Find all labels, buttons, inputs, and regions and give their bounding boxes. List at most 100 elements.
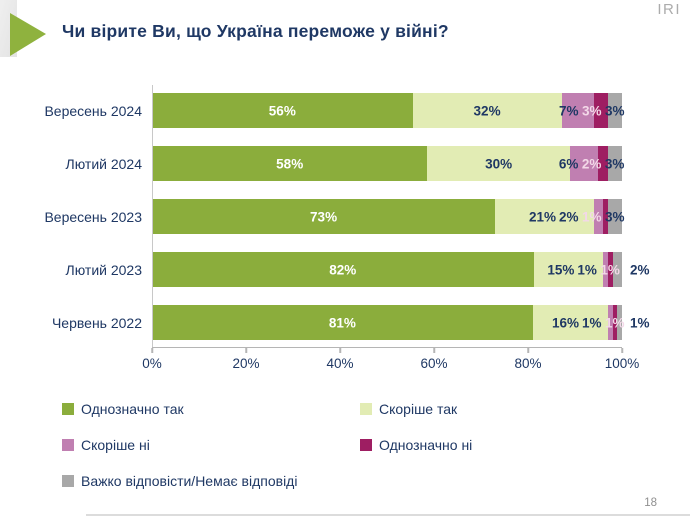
bar-segment bbox=[607, 146, 622, 181]
bar-row: Лютий 2024 58% 30% 6% 2% 3% bbox=[66, 146, 625, 181]
bar-value-label: 1% bbox=[604, 315, 625, 330]
bar-segment bbox=[532, 305, 608, 340]
x-axis-tick-label: 60% bbox=[420, 356, 448, 371]
bar-segment bbox=[603, 199, 608, 234]
legend-swatch bbox=[62, 475, 74, 487]
legend-item: Скоріше так bbox=[360, 401, 632, 418]
bottom-divider bbox=[86, 514, 690, 516]
bar-value-label: 73% bbox=[310, 209, 338, 224]
chart-title: Чи вірите Ви, що Україна переможе у війн… bbox=[62, 21, 449, 41]
bar-segment bbox=[607, 305, 613, 340]
bar-value-label: 1% bbox=[581, 315, 602, 330]
page-number: 18 bbox=[644, 497, 657, 509]
bar-row: Вересень 2024 56% 32% 7% 3% 3% bbox=[44, 93, 625, 128]
bar-segment bbox=[594, 93, 609, 128]
x-axis-tick-label: 0% bbox=[142, 356, 162, 371]
bar-value-label: 3% bbox=[582, 103, 602, 118]
legend-label: Однозначно ні bbox=[379, 437, 473, 453]
bar-value-label: 82% bbox=[329, 262, 357, 277]
stacked-bar-chart: Вересень 2024 56% 32% 7% 3% 3% Лютий 2024 58% 30… bbox=[44, 93, 650, 358]
x-axis-tick bbox=[433, 348, 435, 353]
category-label: Червень 2022 bbox=[51, 314, 142, 331]
bar-value-label: 3% bbox=[604, 209, 625, 224]
bar-track: 58% 30% 6% 2% 3% bbox=[152, 146, 625, 181]
bar-value-label: 2% bbox=[558, 209, 579, 224]
bar-segment bbox=[598, 146, 608, 181]
bar-row: Вересень 2023 73% 21% 2% 1% 3% bbox=[44, 199, 625, 234]
bar-segment bbox=[561, 93, 595, 128]
bar-segment bbox=[617, 305, 622, 340]
bar-segment bbox=[152, 199, 496, 234]
x-axis-tick-label: 20% bbox=[232, 356, 260, 371]
bar-segment bbox=[533, 252, 604, 287]
bar-value-label: 21% bbox=[528, 209, 556, 224]
category-label: Лютий 2024 bbox=[65, 155, 142, 172]
bar-track: 73% 21% 2% 1% 3% bbox=[152, 199, 625, 234]
bar-value-label: 81% bbox=[328, 315, 356, 330]
legend-swatch bbox=[62, 403, 74, 415]
bar-value-label: 1% bbox=[581, 209, 602, 224]
legend-item: Однозначно ні bbox=[360, 437, 632, 454]
bar-segment bbox=[608, 93, 622, 128]
bar-segment bbox=[152, 305, 533, 340]
bar-value-label: 58% bbox=[276, 156, 304, 171]
bar-value-label: 3% bbox=[605, 103, 625, 118]
legend-item: Однозначно так bbox=[62, 401, 360, 418]
bar-value-label: 6% bbox=[558, 156, 579, 171]
bar-value-label: 7% bbox=[559, 103, 579, 118]
bar-segment bbox=[603, 252, 609, 287]
legend-swatch bbox=[360, 439, 372, 451]
legend-swatch bbox=[62, 439, 74, 451]
category-label: Лютий 2023 bbox=[65, 261, 142, 278]
x-axis-tick-label: 100% bbox=[604, 356, 640, 371]
bar-value-label: 2% bbox=[630, 262, 650, 277]
bar-segment bbox=[569, 146, 599, 181]
legend-label: Однозначно так bbox=[81, 401, 184, 417]
bar-value-label: 1% bbox=[577, 262, 597, 277]
bar-row: Червень 2022 81% 16% 1% 1% 1% bbox=[52, 305, 650, 340]
bar-segment bbox=[152, 252, 534, 287]
bar-value-label: 3% bbox=[604, 156, 625, 171]
legend-swatch bbox=[360, 403, 372, 415]
bar-segment bbox=[152, 93, 413, 128]
bar-segment bbox=[608, 252, 613, 287]
bar-segment bbox=[152, 146, 428, 181]
legend-label: Скоріше так bbox=[379, 401, 458, 417]
category-label: Вересень 2024 bbox=[44, 102, 142, 119]
legend-label: Важко відповісти/Немає відповіді bbox=[81, 473, 298, 489]
bar-track: 81% 16% 1% 1% 1% bbox=[152, 305, 650, 340]
x-axis-tick-label: 40% bbox=[326, 356, 354, 371]
bar-track: 56% 32% 7% 3% 3% bbox=[152, 93, 625, 128]
bar-row: Лютий 2023 82% 15% 1% 1% 2% bbox=[66, 252, 650, 287]
x-axis-tick bbox=[527, 348, 529, 353]
y-axis-line bbox=[152, 85, 153, 347]
x-axis-tick bbox=[621, 348, 623, 353]
bar-segment bbox=[593, 199, 604, 234]
legend-item: Важко відповісти/Немає відповіді bbox=[62, 473, 360, 490]
x-axis-tick-label: 80% bbox=[514, 356, 542, 371]
x-axis-tick bbox=[151, 348, 153, 353]
bar-value-label: 2% bbox=[581, 156, 602, 171]
bar-value-label: 1% bbox=[630, 315, 650, 330]
x-axis: 0% 20% 40% 60% 80% 100% bbox=[142, 347, 639, 371]
bar-track: 82% 15% 1% 1% 2% bbox=[152, 252, 650, 287]
bar-segment bbox=[612, 305, 618, 340]
bar-value-label: 30% bbox=[485, 156, 513, 171]
bar-value-label: 56% bbox=[268, 103, 296, 118]
iri-logo: IRI bbox=[657, 1, 681, 18]
x-axis-tick bbox=[245, 348, 247, 353]
bar-value-label: 1% bbox=[600, 262, 620, 277]
legend-label: Скоріше ні bbox=[81, 437, 150, 453]
bar-segment bbox=[495, 199, 594, 234]
bar-segment bbox=[427, 146, 570, 181]
legend-item: Скоріше ні bbox=[62, 437, 360, 454]
arrow-icon bbox=[10, 13, 48, 57]
x-axis-tick bbox=[339, 348, 341, 353]
legend: Однозначно так Скоріше так Скоріше ні Одноз… bbox=[62, 401, 632, 490]
bar-value-label: 15% bbox=[547, 262, 575, 277]
bar-value-label: 16% bbox=[551, 315, 579, 330]
bar-segment bbox=[612, 252, 622, 287]
bar-value-label: 32% bbox=[473, 103, 501, 118]
category-label: Вересень 2023 bbox=[44, 208, 142, 225]
